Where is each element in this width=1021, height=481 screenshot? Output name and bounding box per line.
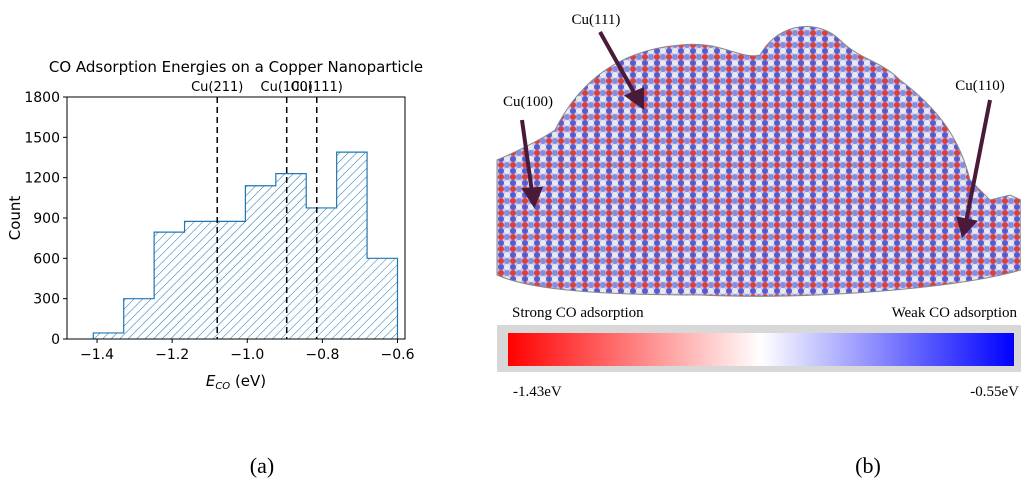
colorbar-right-label: Weak CO adsorption	[892, 305, 1018, 321]
histogram: Cu(211)Cu(100)Cu(111)0300600900120015001…	[24, 80, 414, 363]
reference-label: Cu(111)	[291, 80, 343, 95]
facet-label: Cu(100)	[503, 94, 553, 110]
y-tick-label: 0	[51, 332, 60, 348]
x-tick-label: −1.2	[155, 347, 189, 363]
x-axis-label: ECO (eV)	[206, 372, 266, 392]
reference-label: Cu(211)	[191, 80, 243, 95]
colorbar-left-label: Strong CO adsorption	[512, 305, 644, 321]
bar	[185, 221, 215, 339]
y-tick-label: 300	[33, 292, 60, 308]
colorbar-min: -1.43eV	[513, 384, 562, 400]
colorbar	[508, 333, 1014, 366]
x-tick-label: −0.8	[305, 347, 339, 363]
figure: CO Adsorption Energies on a Copper Nanop…	[0, 0, 1021, 481]
bar	[306, 208, 336, 339]
caption: (b)	[855, 453, 881, 478]
y-tick-label: 1500	[24, 130, 60, 146]
y-tick-label: 600	[33, 251, 60, 267]
y-tick-label: 1200	[24, 171, 60, 187]
bar	[124, 299, 154, 339]
facet-label: Cu(110)	[955, 78, 1004, 94]
bar	[367, 258, 397, 339]
y-tick-label: 900	[33, 211, 60, 227]
facet-label: Cu(111)	[572, 12, 621, 28]
x-tick-label: −0.6	[380, 347, 414, 363]
y-tick-label: 1800	[24, 90, 60, 106]
y-axis-label: Count	[6, 196, 24, 241]
x-tick-label: −1.0	[230, 347, 264, 363]
chart-title: CO Adsorption Energies on a Copper Nanop…	[49, 58, 423, 76]
bar	[245, 186, 275, 339]
bar	[154, 232, 184, 339]
bar	[215, 221, 245, 339]
caption: (a)	[250, 453, 274, 478]
bar	[276, 174, 306, 339]
x-tick-label: −1.4	[80, 347, 114, 363]
bar	[337, 152, 367, 339]
x-axis-label-sub: CO	[215, 381, 230, 392]
x-axis-label-unit: (eV)	[230, 372, 266, 390]
colorbar-max: -0.55eV	[970, 384, 1019, 400]
bar	[93, 333, 123, 339]
nanoparticle	[497, 26, 1021, 296]
